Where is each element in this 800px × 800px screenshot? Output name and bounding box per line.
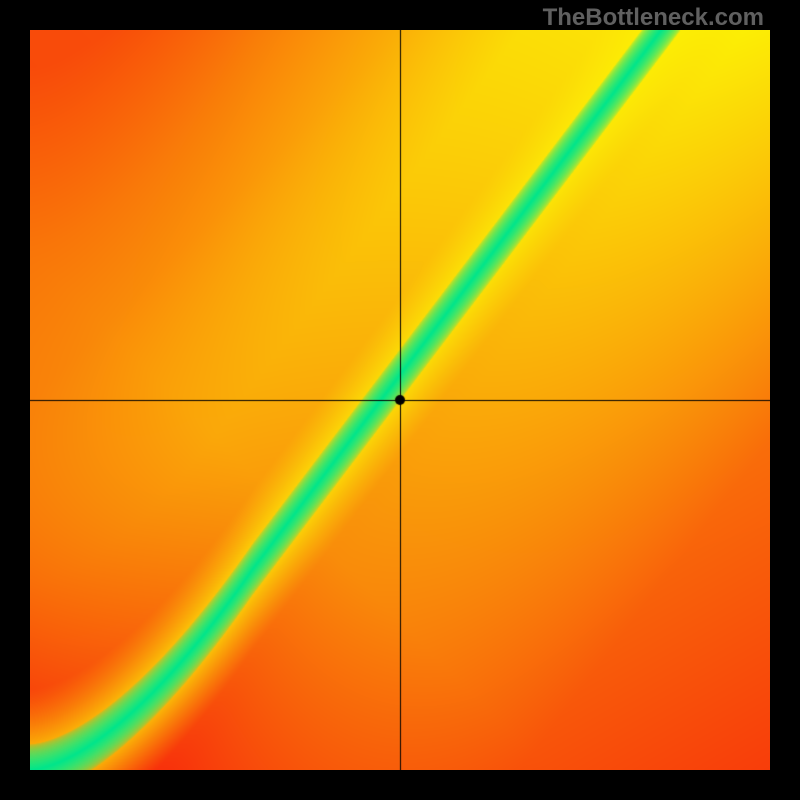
frame-right xyxy=(770,0,800,800)
frame-left xyxy=(0,0,30,800)
frame-bottom xyxy=(0,770,800,800)
bottleneck-heatmap xyxy=(30,30,770,770)
watermark-text: TheBottleneck.com xyxy=(543,4,764,32)
